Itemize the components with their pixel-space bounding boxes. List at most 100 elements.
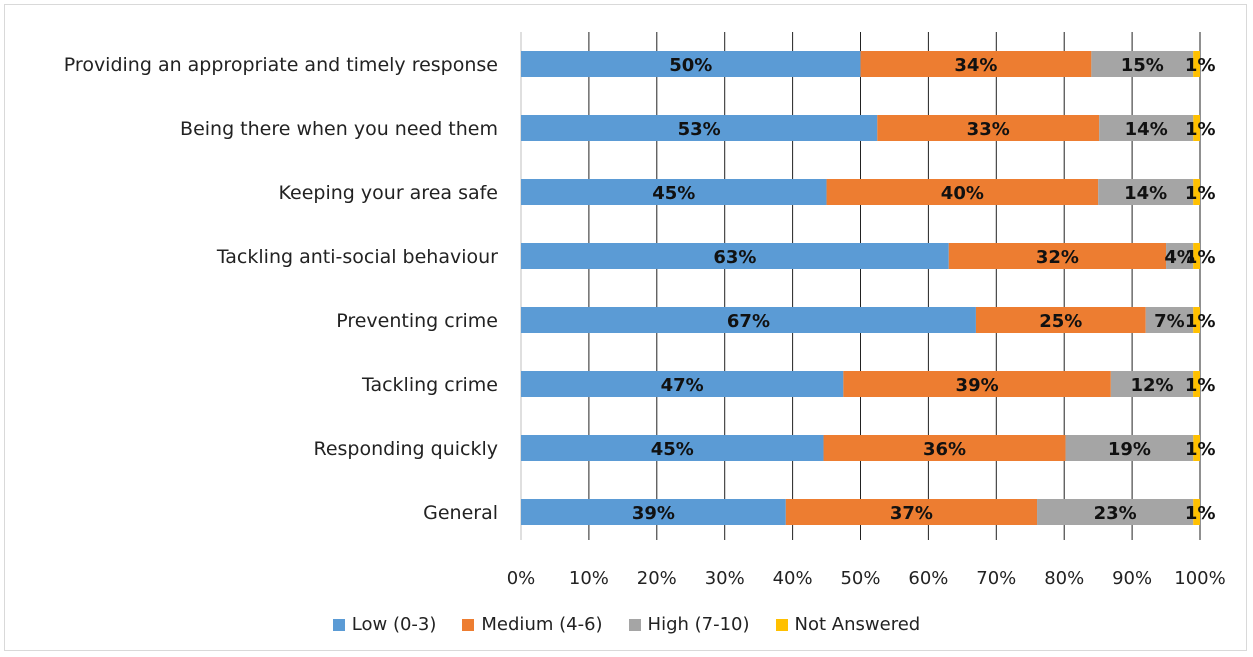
data-label: 34%	[954, 55, 997, 76]
bar-segment	[521, 371, 844, 397]
bar-segment	[860, 51, 1092, 77]
data-label: 1%	[1185, 311, 1216, 332]
legend-item: Low (0-3)	[332, 614, 437, 635]
bars	[521, 51, 1200, 525]
category-label: General	[423, 502, 498, 524]
data-label: 47%	[661, 375, 704, 396]
data-label: 32%	[1036, 247, 1079, 268]
bar-segment	[1110, 371, 1194, 397]
bar-segment	[1065, 435, 1194, 461]
legend-swatch	[332, 618, 345, 631]
category-label: Responding quickly	[314, 438, 499, 460]
bar-segment	[1193, 51, 1200, 77]
data-label: 19%	[1108, 439, 1151, 460]
category-label: Tackling crime	[361, 374, 498, 396]
data-label: 45%	[652, 183, 695, 204]
x-tick-label: 90%	[1112, 568, 1152, 589]
bar-segment	[1193, 499, 1200, 525]
bar-segment	[1166, 243, 1194, 269]
data-label: 1%	[1185, 119, 1216, 140]
bar-segment	[1193, 179, 1200, 205]
bar-segment	[826, 179, 1099, 205]
data-label: 1%	[1185, 375, 1216, 396]
bar-segment	[948, 243, 1167, 269]
data-label: 1%	[1185, 183, 1216, 204]
data-labels: 50% 34% 15% 1% 53% 33% 14% 1% 45% 40% 14% 1% 63% 32% 4…	[632, 55, 1216, 524]
data-label: 40%	[941, 183, 984, 204]
legend-label: Low (0-3)	[351, 614, 437, 635]
bar-segment	[521, 307, 976, 333]
legend-item: High (7-10)	[628, 614, 750, 635]
bar-segment	[785, 499, 1038, 525]
bar-segment	[521, 243, 949, 269]
data-label: 45%	[651, 439, 694, 460]
category-label: Providing an appropriate and timely resp…	[64, 54, 498, 76]
bar-segment	[1193, 243, 1200, 269]
data-label: 37%	[890, 503, 933, 524]
legend-label: Not Answered	[794, 614, 921, 635]
data-label: 1%	[1185, 55, 1216, 76]
bar-segment	[823, 435, 1066, 461]
bar-segment	[1099, 115, 1194, 141]
category-label: Keeping your area safe	[279, 182, 498, 204]
x-tick-label: 80%	[1044, 568, 1084, 589]
x-tick-label: 70%	[976, 568, 1016, 589]
data-label: 12%	[1130, 375, 1173, 396]
data-label: 25%	[1039, 311, 1082, 332]
bar-segment	[1098, 179, 1194, 205]
x-tick-label: 60%	[908, 568, 948, 589]
category-label: Preventing crime	[336, 310, 498, 332]
bar-segment	[521, 51, 861, 77]
bar-segment	[1037, 499, 1194, 525]
data-label: 50%	[669, 55, 712, 76]
data-label: 14%	[1124, 183, 1167, 204]
bar-segment	[843, 371, 1111, 397]
data-label: 23%	[1094, 503, 1137, 524]
gridlines	[520, 32, 1201, 540]
x-tick-label: 0%	[507, 568, 536, 589]
x-tick-label: 40%	[773, 568, 813, 589]
data-label: 33%	[967, 119, 1010, 140]
bar-segment	[521, 179, 827, 205]
x-axis-ticks: 0% 10% 20% 30% 40% 50% 60% 70% 80% 90% 100%	[507, 568, 1226, 589]
data-label: 4%	[1164, 247, 1195, 268]
bar-segment	[521, 115, 878, 141]
bar-segment	[975, 307, 1146, 333]
x-tick-label: 100%	[1174, 568, 1225, 589]
bar-segment	[1091, 51, 1194, 77]
x-tick-label: 50%	[840, 568, 880, 589]
category-label: Tackling anti-social behaviour	[216, 246, 498, 268]
legend-swatch	[462, 618, 475, 631]
data-label: 39%	[956, 375, 999, 396]
bar-segment	[1145, 307, 1194, 333]
legend-swatch	[628, 618, 641, 631]
bar-segment	[1193, 371, 1200, 397]
data-label: 14%	[1125, 119, 1168, 140]
data-label: 67%	[727, 311, 770, 332]
category-labels: Providing an appropriate and timely resp…	[64, 54, 498, 524]
data-label: 1%	[1185, 247, 1216, 268]
data-label: 39%	[632, 503, 675, 524]
bar-segment	[1193, 307, 1200, 333]
bar-segment	[1193, 115, 1200, 141]
legend-item: Medium (4-6)	[462, 614, 603, 635]
data-label: 1%	[1185, 503, 1216, 524]
data-label: 53%	[678, 119, 721, 140]
x-tick-label: 30%	[705, 568, 745, 589]
category-label: Being there when you need them	[180, 118, 498, 140]
data-label: 1%	[1185, 439, 1216, 460]
bar-segment	[521, 435, 824, 461]
data-label: 36%	[923, 439, 966, 460]
data-label: 7%	[1154, 311, 1185, 332]
data-label: 63%	[713, 247, 756, 268]
legend-swatch	[775, 618, 788, 631]
legend-item: Not Answered	[775, 614, 921, 635]
legend: Low (0-3) Medium (4-6) High (7-10) Not Answ…	[0, 614, 1253, 635]
bar-segment	[1193, 435, 1200, 461]
legend-label: Medium (4-6)	[481, 614, 603, 635]
data-label: 15%	[1121, 55, 1164, 76]
x-tick-label: 20%	[637, 568, 677, 589]
x-tick-label: 10%	[569, 568, 609, 589]
legend-label: High (7-10)	[647, 614, 750, 635]
